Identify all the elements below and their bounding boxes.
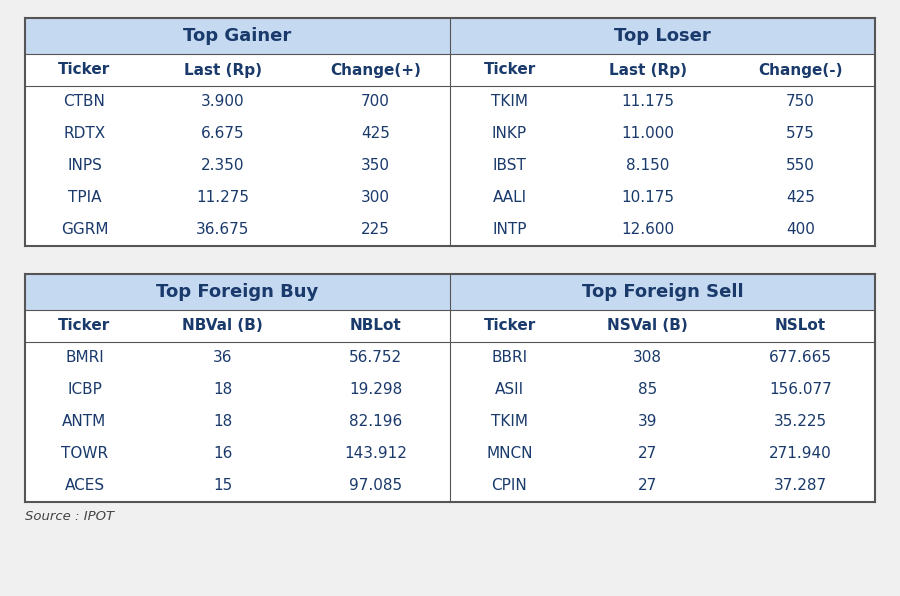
Text: TKIM: TKIM — [491, 414, 528, 430]
Text: Top Gainer: Top Gainer — [184, 27, 292, 45]
Text: 350: 350 — [361, 159, 390, 173]
Bar — [450, 274, 875, 310]
Text: 18: 18 — [213, 383, 232, 398]
Text: 11.000: 11.000 — [621, 126, 674, 141]
Text: 300: 300 — [361, 191, 390, 206]
Text: 225: 225 — [361, 222, 390, 237]
Text: 97.085: 97.085 — [349, 479, 402, 493]
Text: 12.600: 12.600 — [621, 222, 674, 237]
Text: 425: 425 — [361, 126, 390, 141]
Text: 10.175: 10.175 — [621, 191, 674, 206]
Text: ASII: ASII — [495, 383, 524, 398]
Text: Ticker: Ticker — [483, 318, 536, 334]
Text: RDTX: RDTX — [63, 126, 105, 141]
Text: INKP: INKP — [492, 126, 527, 141]
Text: 36.675: 36.675 — [196, 222, 249, 237]
Text: BMRI: BMRI — [65, 350, 104, 365]
Text: Ticker: Ticker — [483, 63, 536, 77]
Text: NSVal (B): NSVal (B) — [608, 318, 688, 334]
Text: 271.940: 271.940 — [770, 446, 832, 461]
Text: Change(-): Change(-) — [759, 63, 843, 77]
Text: IBST: IBST — [492, 159, 526, 173]
Text: INTP: INTP — [492, 222, 526, 237]
Text: 35.225: 35.225 — [774, 414, 827, 430]
Text: Source : IPOT: Source : IPOT — [25, 510, 114, 523]
Bar — [25, 18, 450, 54]
Text: ICBP: ICBP — [68, 383, 102, 398]
Text: NSLot: NSLot — [775, 318, 826, 334]
Text: 2.350: 2.350 — [201, 159, 245, 173]
Text: ACES: ACES — [65, 479, 104, 493]
Text: 700: 700 — [361, 95, 390, 110]
Text: Last (Rp): Last (Rp) — [184, 63, 262, 77]
Text: GGRM: GGRM — [61, 222, 108, 237]
Text: AALI: AALI — [492, 191, 526, 206]
Text: 400: 400 — [787, 222, 815, 237]
Text: 85: 85 — [638, 383, 657, 398]
Text: 18: 18 — [213, 414, 232, 430]
Text: 36: 36 — [213, 350, 232, 365]
Text: MNCN: MNCN — [486, 446, 533, 461]
Text: 11.175: 11.175 — [621, 95, 674, 110]
Text: 425: 425 — [787, 191, 815, 206]
Text: 550: 550 — [787, 159, 815, 173]
Text: 39: 39 — [638, 414, 657, 430]
Text: 27: 27 — [638, 479, 657, 493]
Text: 308: 308 — [633, 350, 662, 365]
Text: Top Loser: Top Loser — [614, 27, 711, 45]
Text: 156.077: 156.077 — [770, 383, 832, 398]
Text: Last (Rp): Last (Rp) — [608, 63, 687, 77]
Text: 750: 750 — [787, 95, 815, 110]
Text: 19.298: 19.298 — [349, 383, 402, 398]
Bar — [25, 274, 450, 310]
Text: 15: 15 — [213, 479, 232, 493]
Text: ANTM: ANTM — [62, 414, 106, 430]
Text: TPIA: TPIA — [68, 191, 101, 206]
Text: INPS: INPS — [68, 159, 102, 173]
Text: 16: 16 — [213, 446, 232, 461]
Text: Top Foreign Sell: Top Foreign Sell — [581, 283, 743, 301]
Text: TKIM: TKIM — [491, 95, 528, 110]
Text: 677.665: 677.665 — [770, 350, 832, 365]
Text: CPIN: CPIN — [491, 479, 527, 493]
Text: CTBN: CTBN — [64, 95, 105, 110]
Text: Ticker: Ticker — [58, 318, 111, 334]
Text: TOWR: TOWR — [61, 446, 108, 461]
Text: Change(+): Change(+) — [330, 63, 421, 77]
Text: 143.912: 143.912 — [344, 446, 407, 461]
Text: 37.287: 37.287 — [774, 479, 827, 493]
Text: 11.275: 11.275 — [196, 191, 249, 206]
Bar — [25, 18, 875, 246]
Bar — [25, 274, 875, 502]
Text: 575: 575 — [787, 126, 815, 141]
Text: 82.196: 82.196 — [349, 414, 402, 430]
Text: Top Foreign Buy: Top Foreign Buy — [157, 283, 319, 301]
Text: 3.900: 3.900 — [201, 95, 245, 110]
Text: 8.150: 8.150 — [626, 159, 670, 173]
Bar — [450, 18, 875, 54]
Text: 6.675: 6.675 — [201, 126, 245, 141]
Text: BBRI: BBRI — [491, 350, 527, 365]
Text: 56.752: 56.752 — [349, 350, 402, 365]
Text: 27: 27 — [638, 446, 657, 461]
Text: NBLot: NBLot — [350, 318, 401, 334]
Text: Ticker: Ticker — [58, 63, 111, 77]
Text: NBVal (B): NBVal (B) — [182, 318, 263, 334]
